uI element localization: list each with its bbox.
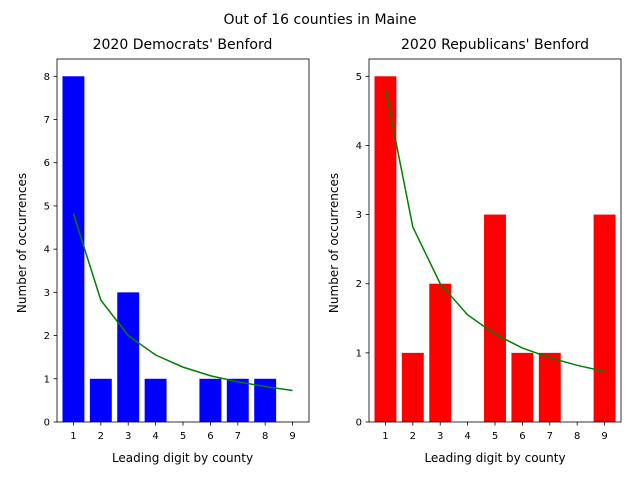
x-tick-label: 6 [207,431,213,442]
x-tick-label: 8 [262,431,268,442]
bar-1 [374,76,397,423]
y-tick-label: 0 [44,418,50,429]
bar-4 [144,378,167,422]
bar-9 [593,214,616,422]
bar-6 [511,352,534,422]
x-tick-label: 3 [437,431,443,442]
bar-5 [484,214,506,422]
y-tick-label: 2 [356,279,362,290]
bar-3 [429,283,452,422]
y-axis-label: Number of occurrences [15,173,29,313]
expected-benford-line [384,88,605,373]
y-tick-label: 4 [356,141,362,152]
expected-benford-line [72,213,293,392]
bar-3 [117,292,140,422]
y-axis-label: Number of occurrences [327,173,341,313]
chart-title: 2020 Democrats' Benford [93,37,273,53]
x-tick-label: 9 [601,431,607,442]
chart-title: 2020 Republicans' Benford [401,37,589,53]
x-axis-label: Leading digit by county [112,451,253,465]
x-tick-label: 6 [519,431,525,442]
x-tick-label: 5 [492,431,498,442]
y-tick-label: 0 [356,418,362,429]
x-tick-label: 4 [152,431,158,442]
y-tick-label: 3 [44,288,50,299]
y-tick-label: 1 [44,374,50,385]
y-tick-label: 7 [44,115,50,126]
bar-2 [401,352,424,422]
x-tick-label: 2 [98,431,104,442]
y-tick-label: 1 [356,348,362,359]
x-tick-label: 5 [180,431,186,442]
bar-7 [538,352,561,422]
x-axis-label: Leading digit by county [424,451,565,465]
y-tick-label: 8 [44,72,50,83]
y-tick-label: 6 [44,158,50,169]
y-tick-label: 3 [356,210,362,221]
x-tick-label: 7 [235,431,241,442]
figure-suptitle: Out of 16 counties in Maine [223,12,416,28]
bar-7 [226,378,249,422]
bar-8 [254,378,277,422]
bar-1 [62,76,85,423]
bar-2 [89,378,112,422]
chart-democrats: 2020 Democrats' Benford Number of occurr… [15,37,310,465]
x-tick-label: 7 [547,431,553,442]
y-tick-label: 5 [44,201,50,212]
x-tick-label: 1 [382,431,388,442]
x-tick-label: 8 [574,431,580,442]
y-tick-label: 2 [44,331,50,342]
chart-republicans: 2020 Republicans' Benford Number of occu… [327,37,622,465]
x-tick-label: 2 [410,431,416,442]
x-tick-label: 4 [464,431,470,442]
bar-6 [199,378,222,422]
x-tick-label: 1 [70,431,76,442]
x-tick-label: 9 [289,431,295,442]
x-tick-label: 3 [125,431,131,442]
y-tick-label: 4 [44,245,50,256]
y-tick-label: 5 [356,72,362,83]
